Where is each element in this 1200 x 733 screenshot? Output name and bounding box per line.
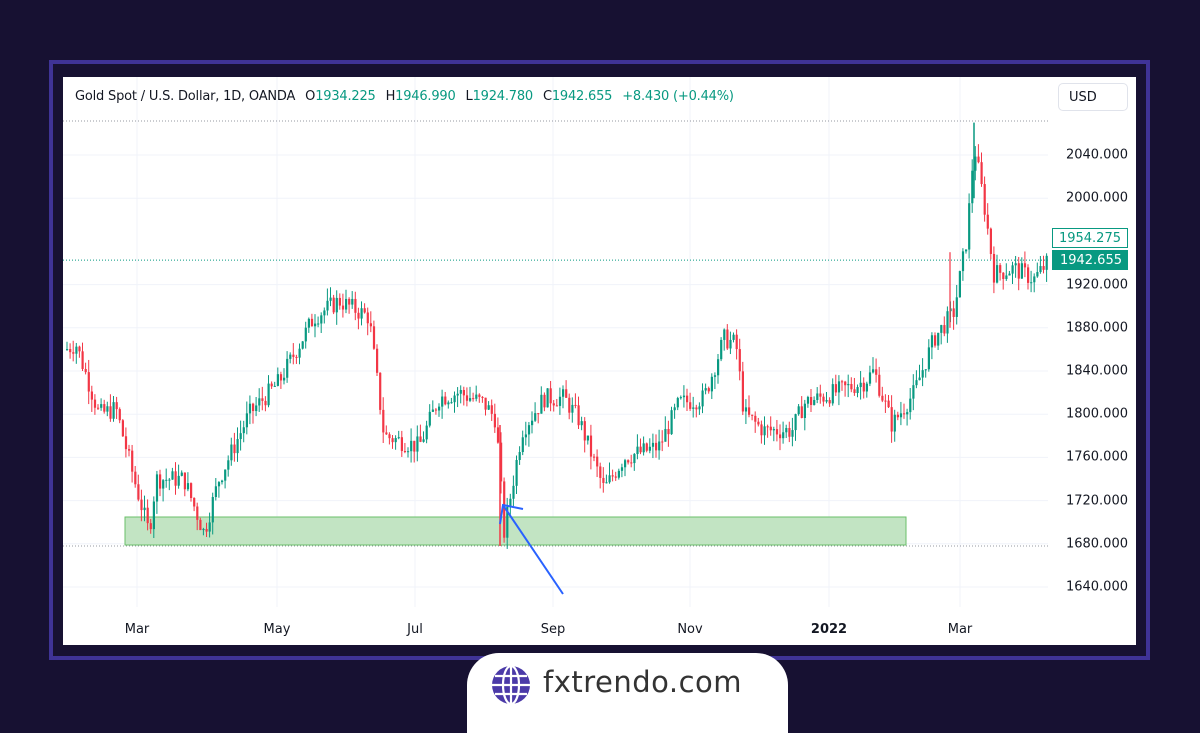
low-value: 1924.780 — [472, 89, 534, 104]
price-tick-label: 1640.000 — [1065, 579, 1128, 595]
price-tick-label: 1720.000 — [1065, 493, 1128, 509]
price-tick-label: 2040.000 — [1065, 147, 1128, 163]
price-tick-label: 2000.000 — [1065, 190, 1128, 206]
price-tick-label: 1920.000 — [1065, 277, 1128, 293]
time-tick-label: Mar — [947, 622, 973, 637]
high-value: 1946.990 — [395, 89, 456, 104]
change-value: +8.430 (+0.44%) — [622, 89, 734, 104]
time-tick-label: Jul — [407, 622, 423, 637]
symbol-legend: Gold Spot / U.S. Dollar, 1D, OANDA O1934… — [75, 89, 734, 104]
price-tick-label: 1760.000 — [1065, 449, 1128, 465]
globe-icon — [492, 665, 530, 705]
time-tick-label: Mar — [124, 622, 150, 637]
time-tick-label: Sep — [540, 622, 566, 637]
brand-banner: fxtrendo.com — [467, 653, 788, 733]
brand-text: fxtrendo.com — [543, 665, 743, 699]
time-tick-label: 2022 — [810, 622, 848, 637]
symbol-title: Gold Spot / U.S. Dollar, 1D, OANDA — [75, 89, 296, 104]
price-tick-label: 1880.000 — [1065, 320, 1128, 336]
currency-button[interactable]: USD — [1058, 83, 1128, 111]
price-tick-label: 1680.000 — [1065, 536, 1128, 552]
candlestick-plot[interactable] — [63, 77, 1136, 645]
time-tick-label: May — [263, 622, 291, 637]
close-value: 1942.655 — [551, 89, 613, 104]
price-badge-upper: 1954.275 — [1052, 228, 1128, 248]
open-value: 1934.225 — [315, 89, 376, 104]
time-tick-label: Nov — [677, 622, 703, 637]
price-chart[interactable]: Gold Spot / U.S. Dollar, 1D, OANDA O1934… — [63, 77, 1136, 645]
last-price-badge: 1942.655 — [1052, 250, 1128, 270]
price-tick-label: 1800.000 — [1065, 406, 1128, 422]
price-tick-label: 1840.000 — [1065, 363, 1128, 379]
